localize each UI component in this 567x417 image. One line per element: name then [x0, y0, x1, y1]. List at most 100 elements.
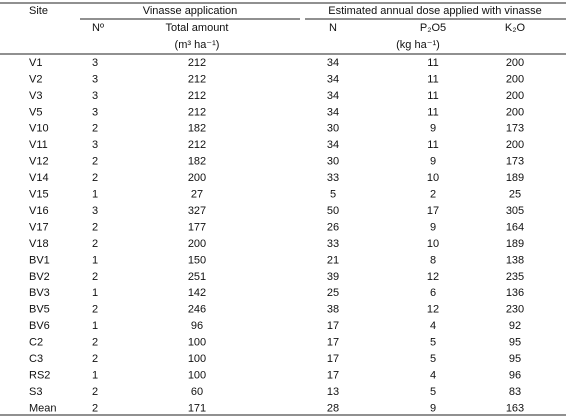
cell: 96 [191, 320, 203, 332]
cell: 2 [92, 172, 98, 184]
cell: 2 [92, 386, 98, 398]
cell: 9 [430, 123, 436, 135]
cell: 2 [92, 156, 98, 168]
row-label: V11 [29, 139, 48, 151]
cell: 164 [506, 221, 524, 233]
unit: (m³ ha⁻¹) [175, 39, 220, 51]
cell: 28 [327, 402, 339, 414]
cell: 163 [506, 402, 524, 414]
cell: 39 [327, 271, 339, 283]
cell: 200 [506, 90, 524, 102]
cell: 200 [506, 106, 524, 118]
cell: 3 [92, 139, 98, 151]
cell: 38 [327, 304, 339, 316]
column-header: P₂O5 [420, 22, 446, 34]
cell: 100 [188, 337, 206, 349]
cell: 327 [188, 205, 206, 217]
cell: 33 [327, 172, 339, 184]
cell: 171 [188, 402, 206, 414]
cell: 200 [506, 139, 524, 151]
cell: 10 [427, 172, 439, 184]
cell: 305 [506, 205, 524, 217]
cell: 150 [188, 254, 206, 266]
cell: 100 [188, 353, 206, 365]
cell: 2 [92, 337, 98, 349]
cell: 3 [92, 73, 98, 85]
row-label: V15 [29, 189, 49, 201]
cell: 2 [92, 304, 98, 316]
cell: 173 [506, 123, 524, 135]
row-label: S3 [29, 386, 42, 398]
row-label: V12 [29, 156, 49, 168]
cell: 9 [430, 221, 436, 233]
cell: 9 [430, 156, 436, 168]
cell: 182 [188, 156, 206, 168]
cell: 30 [327, 156, 339, 168]
row-label: V1 [29, 57, 42, 69]
cell: 200 [188, 172, 206, 184]
cell: 17 [327, 320, 339, 332]
cell: 17 [327, 337, 339, 349]
cell: 10 [427, 238, 439, 250]
cell: 25 [509, 189, 521, 201]
cell: 11 [427, 57, 438, 69]
cell: 5 [430, 353, 436, 365]
row-label: C3 [29, 353, 43, 365]
cell: 2 [430, 189, 436, 201]
cell: 235 [506, 271, 524, 283]
cell: 200 [506, 57, 524, 69]
cell: 200 [506, 73, 524, 85]
cell: 11 [427, 139, 438, 151]
cell: 34 [327, 73, 339, 85]
cell: 3 [92, 205, 98, 217]
cell: 17 [427, 205, 439, 217]
cell: 2 [92, 123, 98, 135]
cell: 189 [506, 172, 524, 184]
row-label: BV5 [29, 304, 50, 316]
row-label: V10 [29, 123, 49, 135]
cell: 2 [92, 271, 98, 283]
row-label: RS2 [29, 369, 50, 381]
cell: 246 [188, 304, 206, 316]
cell: 212 [188, 90, 206, 102]
row-label: Mean [29, 402, 57, 414]
column-header: Total amount [166, 22, 229, 34]
cell: 138 [506, 254, 524, 266]
cell: 212 [188, 139, 206, 151]
cell: 34 [327, 139, 339, 151]
cell: 9 [430, 402, 436, 414]
cell: 5 [330, 189, 336, 201]
header: Estimated annual dose applied with vinas… [328, 5, 541, 17]
row-label: V2 [29, 73, 42, 85]
cell: 95 [509, 337, 521, 349]
cell: 34 [327, 57, 339, 69]
row-label: V17 [29, 221, 49, 233]
cell: 60 [191, 386, 203, 398]
cell: 212 [188, 57, 206, 69]
cell: 5 [430, 337, 436, 349]
cell: 2 [92, 353, 98, 365]
row-label: BV3 [29, 287, 50, 299]
row-label: BV1 [29, 254, 50, 266]
cell: 21 [327, 254, 339, 266]
cell: 230 [506, 304, 524, 316]
cell: 83 [509, 386, 521, 398]
column-header: K₂O [505, 22, 526, 34]
column-header: Nº [92, 22, 104, 34]
row-label: V5 [29, 106, 42, 118]
cell: 8 [430, 254, 436, 266]
cell: 212 [188, 73, 206, 85]
cell: 3 [92, 90, 98, 102]
row-label: V16 [29, 205, 49, 217]
cell: 1 [92, 254, 98, 266]
cell: 33 [327, 238, 339, 250]
cell: 11 [427, 90, 438, 102]
row-label: BV6 [29, 320, 50, 332]
cell: 50 [327, 205, 339, 217]
cell: 34 [327, 90, 339, 102]
cell: 1 [92, 287, 98, 299]
cell: 17 [327, 369, 339, 381]
cell: 11 [427, 106, 438, 118]
cell: 11 [427, 73, 438, 85]
